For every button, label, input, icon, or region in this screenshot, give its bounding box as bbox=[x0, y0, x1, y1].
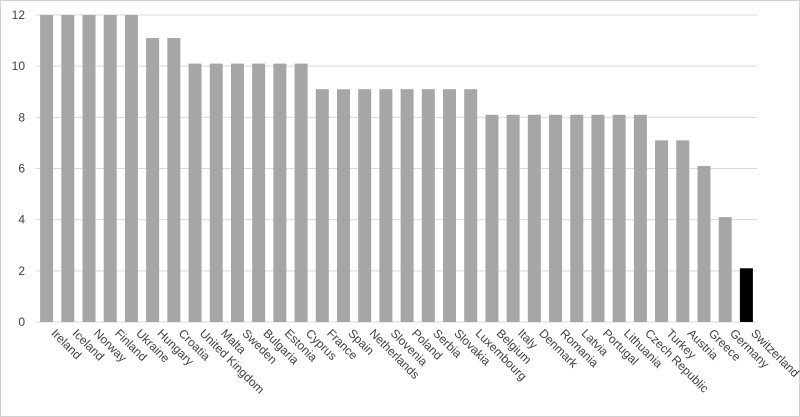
bar-hungary bbox=[146, 38, 160, 323]
bar-ukraine bbox=[124, 15, 138, 322]
bar-finland bbox=[103, 15, 117, 322]
bar-estonia bbox=[273, 63, 287, 322]
y-tick-label: 0 bbox=[18, 315, 25, 329]
bar-sweden bbox=[230, 63, 244, 322]
bar-serbia bbox=[421, 89, 435, 322]
bar-belgium bbox=[485, 114, 499, 323]
bar-switzerland bbox=[739, 268, 753, 322]
bar-poland bbox=[400, 89, 414, 322]
y-tick-label: 6 bbox=[18, 162, 25, 176]
bar-united-kingdom bbox=[188, 63, 202, 322]
bar-denmark bbox=[527, 114, 541, 323]
y-tick-label: 4 bbox=[18, 213, 25, 227]
bar-norway bbox=[82, 15, 96, 322]
bar-turkey bbox=[655, 140, 669, 322]
bar-ireland bbox=[40, 15, 54, 322]
bar-spain bbox=[336, 89, 350, 322]
bar-iceland bbox=[61, 15, 75, 322]
bar-italy bbox=[506, 114, 520, 323]
bar-germany bbox=[718, 217, 732, 322]
bar-lithuania bbox=[612, 114, 626, 323]
bar-france bbox=[315, 89, 329, 322]
y-tick-label: 2 bbox=[18, 264, 25, 278]
bar-czech-republic bbox=[633, 114, 647, 323]
bar-slovenia bbox=[379, 89, 393, 322]
bar-austria bbox=[676, 140, 690, 322]
bar-luxembourg bbox=[464, 89, 478, 322]
y-tick-label: 12 bbox=[12, 8, 26, 22]
y-tick-label: 10 bbox=[12, 59, 26, 73]
bar-cyprus bbox=[294, 63, 308, 322]
bar-malta bbox=[209, 63, 223, 322]
bar-greece bbox=[697, 165, 711, 322]
bar-slovakia bbox=[443, 89, 457, 322]
bar-bulgaria bbox=[252, 63, 266, 322]
y-tick-label: 8 bbox=[18, 110, 25, 124]
bar-netherlands bbox=[358, 89, 372, 322]
bar-portugal bbox=[591, 114, 605, 323]
bar-latvia bbox=[570, 114, 584, 323]
bar-romania bbox=[549, 114, 563, 323]
bar-croatia bbox=[167, 38, 181, 323]
